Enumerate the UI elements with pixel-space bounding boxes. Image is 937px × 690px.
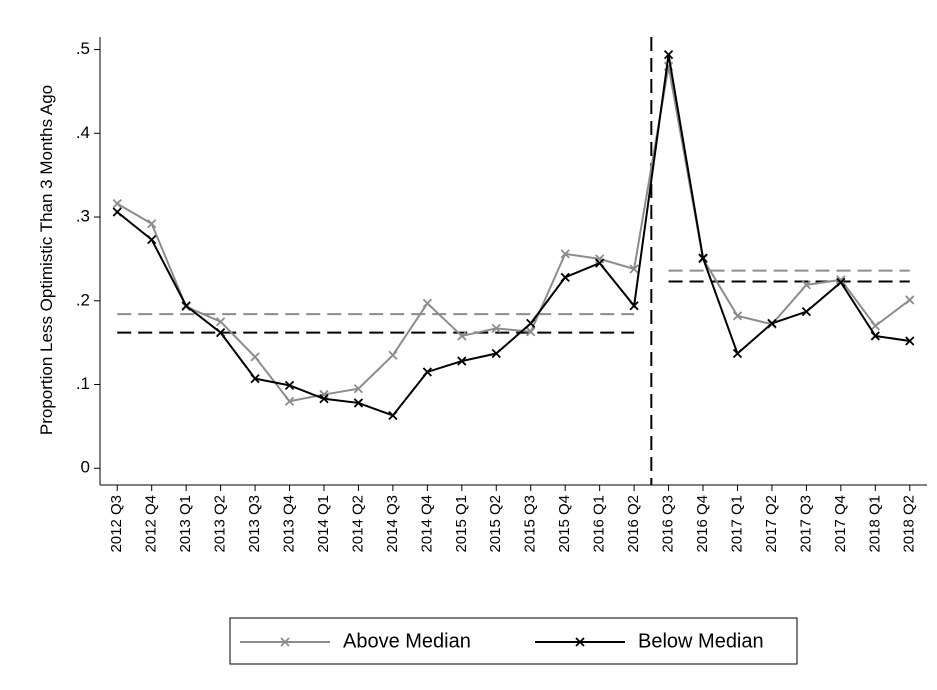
marker (629, 301, 639, 311)
marker (112, 199, 122, 209)
marker (215, 317, 226, 327)
marker (526, 318, 536, 329)
marker (801, 307, 812, 317)
marker (767, 318, 777, 329)
marker (147, 235, 157, 245)
x-tick-label: 2013 Q3 (246, 495, 263, 553)
marker (629, 264, 639, 274)
marker (457, 356, 467, 366)
series-line (116, 66, 911, 403)
marker (905, 336, 915, 346)
marker (663, 49, 674, 60)
x-tick-label: 2014 Q4 (418, 495, 435, 553)
x-tick-label: 2016 Q2 (625, 495, 642, 553)
marker (491, 348, 501, 359)
marker (595, 258, 605, 268)
x-tick-label: 2017 Q2 (763, 495, 780, 553)
x-tick-label: 2013 Q2 (212, 495, 229, 553)
x-tick-label: 2016 Q4 (694, 495, 711, 553)
y-tick-label: .3 (76, 207, 90, 226)
marker (526, 327, 536, 337)
series-line (116, 54, 910, 417)
x-tick-label: 2013 Q4 (280, 495, 297, 553)
marker (353, 384, 364, 394)
marker (319, 394, 329, 404)
y-tick-label: 0 (81, 458, 90, 477)
marker (147, 219, 157, 229)
marker (388, 350, 398, 360)
marker (836, 277, 846, 287)
x-tick-label: 2015 Q2 (487, 495, 504, 553)
y-tick-label: .5 (76, 39, 90, 58)
marker (905, 295, 915, 305)
x-tick-label: 2018 Q2 (901, 495, 918, 553)
marker (836, 275, 846, 285)
x-tick-label: 2012 Q3 (108, 495, 125, 553)
legend-box (229, 617, 798, 665)
marker (388, 410, 398, 421)
x-tick-label: 2017 Q4 (832, 495, 849, 553)
marker (181, 301, 191, 311)
x-tick-label: 2014 Q1 (315, 495, 332, 553)
x-tick-label: 2015 Q3 (522, 495, 539, 553)
marker (250, 352, 260, 362)
marker (112, 207, 122, 217)
marker (284, 380, 295, 390)
marker (422, 298, 432, 308)
marker (280, 637, 290, 647)
marker (491, 323, 501, 334)
x-tick-label: 2012 Q4 (143, 495, 160, 553)
marker (560, 272, 570, 282)
y-tick-label: .1 (76, 374, 90, 393)
y-axis-label: Proportion Less Optimistic Than 3 Months… (37, 85, 56, 435)
y-tick-label: .2 (76, 290, 90, 309)
x-tick-label: 2016 Q1 (591, 495, 608, 553)
x-tick-label: 2014 Q3 (384, 495, 401, 553)
x-tick-label: 2015 Q1 (453, 495, 470, 553)
x-tick-label: 2018 Q1 (866, 495, 883, 553)
marker (560, 249, 570, 259)
marker (457, 331, 467, 341)
x-tick-label: 2017 Q3 (797, 495, 814, 553)
legend-label: Below Median (638, 630, 764, 652)
marker (353, 398, 364, 408)
x-tick-label: 2015 Q4 (556, 495, 573, 553)
marker (698, 253, 708, 263)
marker (732, 311, 743, 321)
x-tick-label: 2017 Q1 (728, 495, 745, 553)
marker (250, 374, 260, 384)
x-tick-label: 2014 Q2 (349, 495, 366, 553)
marker (870, 331, 880, 341)
marker (215, 327, 226, 338)
marker (575, 637, 585, 647)
marker (870, 321, 880, 331)
marker (732, 348, 743, 359)
marker (284, 396, 295, 406)
marker (422, 367, 432, 377)
marker (801, 280, 812, 290)
legend-label: Above Median (343, 630, 471, 652)
y-tick-label: .4 (76, 123, 90, 142)
x-tick-label: 2016 Q3 (660, 495, 677, 553)
x-tick-label: 2013 Q1 (177, 495, 194, 553)
